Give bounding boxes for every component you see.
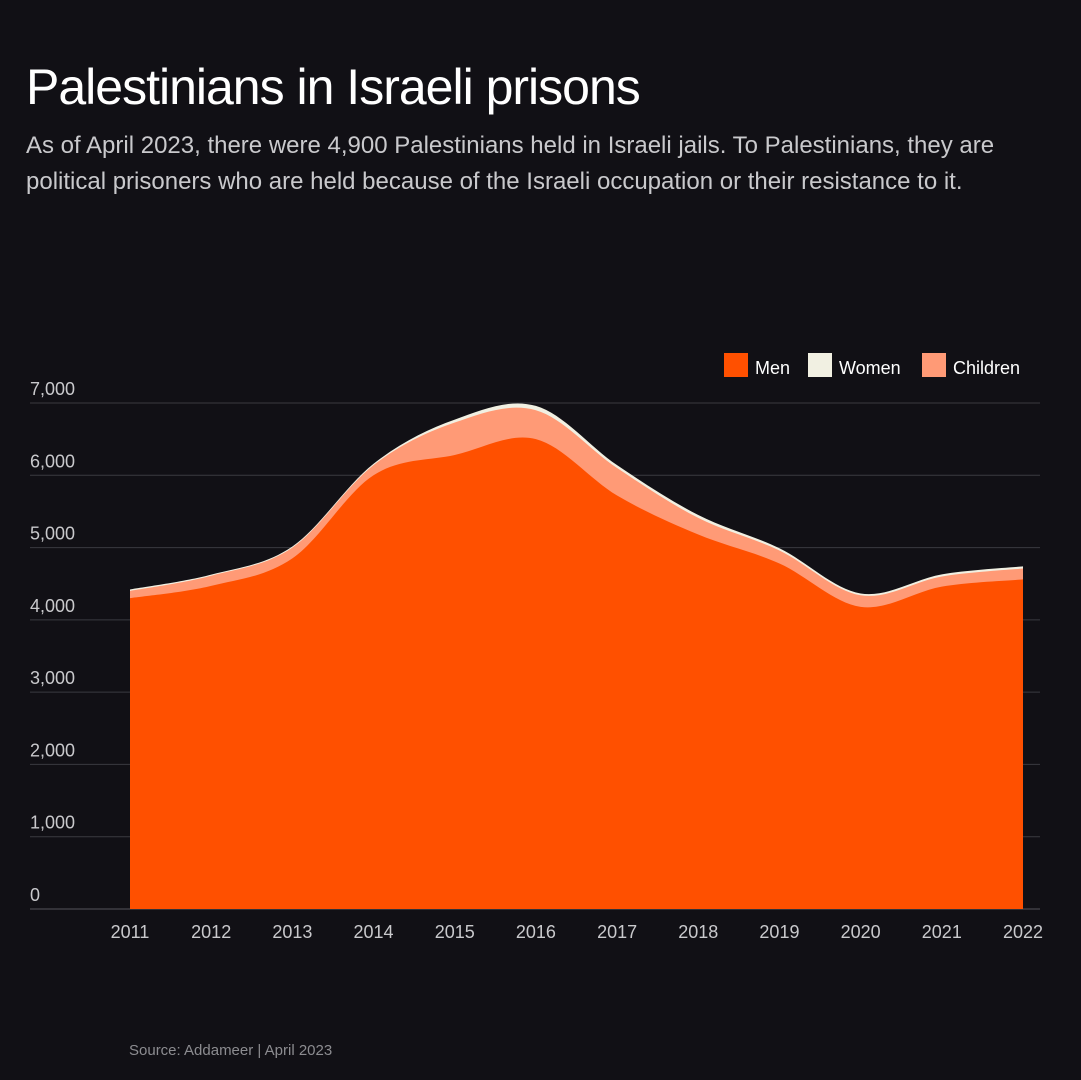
y-tick-label: 7,000 [30, 379, 75, 399]
y-tick-label: 6,000 [30, 451, 75, 471]
x-tick-label: 2021 [922, 922, 962, 942]
area-men [130, 437, 1023, 909]
x-tick-label: 2019 [759, 922, 799, 942]
chart-title: Palestinians in Israeli prisons [26, 59, 641, 115]
x-tick-label: 2022 [1003, 922, 1043, 942]
legend-label: Women [839, 358, 901, 378]
legend-item: Children [922, 353, 1020, 378]
legend-swatch [724, 353, 748, 377]
legend-swatch [922, 353, 946, 377]
x-tick-label: 2016 [516, 922, 556, 942]
y-tick-label: 1,000 [30, 813, 75, 833]
x-tick-label: 2013 [272, 922, 312, 942]
chart-subtitle: As of April 2023, there were 4,900 Pales… [26, 132, 995, 195]
y-tick-label: 2,000 [30, 740, 75, 760]
x-tick-label: 2011 [111, 922, 150, 942]
y-axis-ticks: 0 1,000 2,000 3,000 4,000 5,000 6,000 7,000 [30, 379, 75, 905]
source-note: Source: Addameer | April 2023 [129, 1042, 333, 1059]
x-tick-label: 2020 [841, 922, 881, 942]
legend-label: Men [755, 358, 790, 378]
legend-swatch [808, 353, 832, 377]
y-tick-label: 3,000 [30, 668, 75, 688]
x-axis-ticks: 2011 2012 2013 2014 2015 2016 2017 2018 2019 2020… [111, 922, 1043, 942]
stacked-areas [130, 403, 1023, 909]
x-tick-label: 2015 [435, 922, 475, 942]
y-tick-label: 0 [30, 885, 40, 905]
x-tick-label: 2017 [597, 922, 637, 942]
legend: Men Women Children [724, 353, 1020, 378]
x-tick-label: 2014 [354, 922, 394, 942]
y-tick-label: 4,000 [30, 596, 75, 616]
x-tick-label: 2018 [678, 922, 718, 942]
legend-item: Men [724, 353, 790, 378]
legend-item: Women [808, 353, 901, 378]
y-tick-label: 5,000 [30, 524, 75, 544]
x-tick-label: 2012 [191, 922, 231, 942]
legend-label: Children [953, 358, 1020, 378]
